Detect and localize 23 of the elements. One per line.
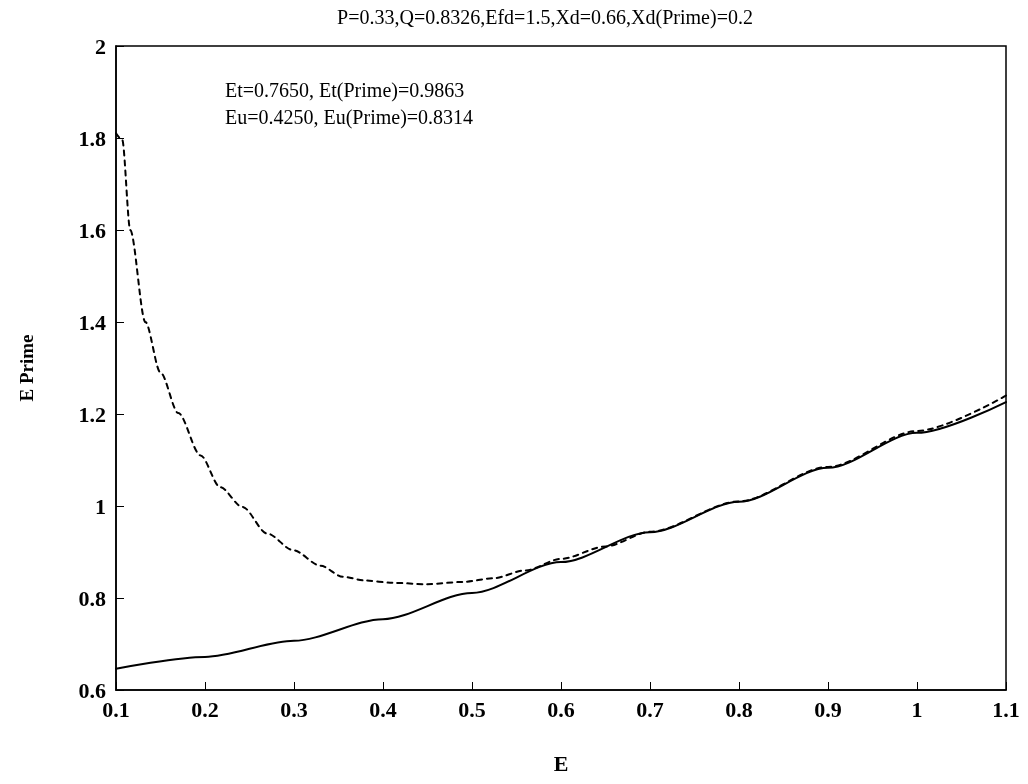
x-tick-label: 0.8 (725, 696, 753, 722)
x-tick-label: 0.4 (369, 696, 397, 722)
x-tick-label: 1.1 (992, 696, 1020, 722)
x-axis-title: E (553, 750, 569, 776)
y-tick-label: 1.4 (78, 309, 106, 335)
x-tick-label: 0.2 (191, 696, 219, 722)
annotation: Eu=0.4250, Eu(Prime)=0.8314 (225, 106, 474, 129)
x-tick-label: 0.9 (814, 696, 842, 722)
x-tick-label: 0.6 (547, 696, 575, 722)
x-tick-label: 0.3 (280, 696, 308, 722)
y-tick-label: 1.2 (78, 401, 106, 427)
y-tick-label: 0.6 (78, 677, 106, 703)
y-tick-label: 0.8 (78, 585, 106, 611)
y-tick-label: 1.8 (78, 125, 106, 151)
x-tick-label: 0.5 (458, 696, 486, 722)
y-axis-title: E Prime (16, 334, 37, 402)
y-tick-label: 1 (95, 493, 106, 519)
x-tick-label: 1 (911, 696, 923, 722)
y-tick-label: 1.6 (78, 217, 106, 243)
x-tick-label: 0.7 (636, 696, 664, 722)
annotation: Et=0.7650, Et(Prime)=0.9863 (225, 79, 465, 102)
chart-title: P=0.33,Q=0.8326,Efd=1.5,Xd=0.66,Xd(Prime)=0.2 (337, 6, 753, 29)
y-tick-label: 2 (95, 33, 106, 59)
